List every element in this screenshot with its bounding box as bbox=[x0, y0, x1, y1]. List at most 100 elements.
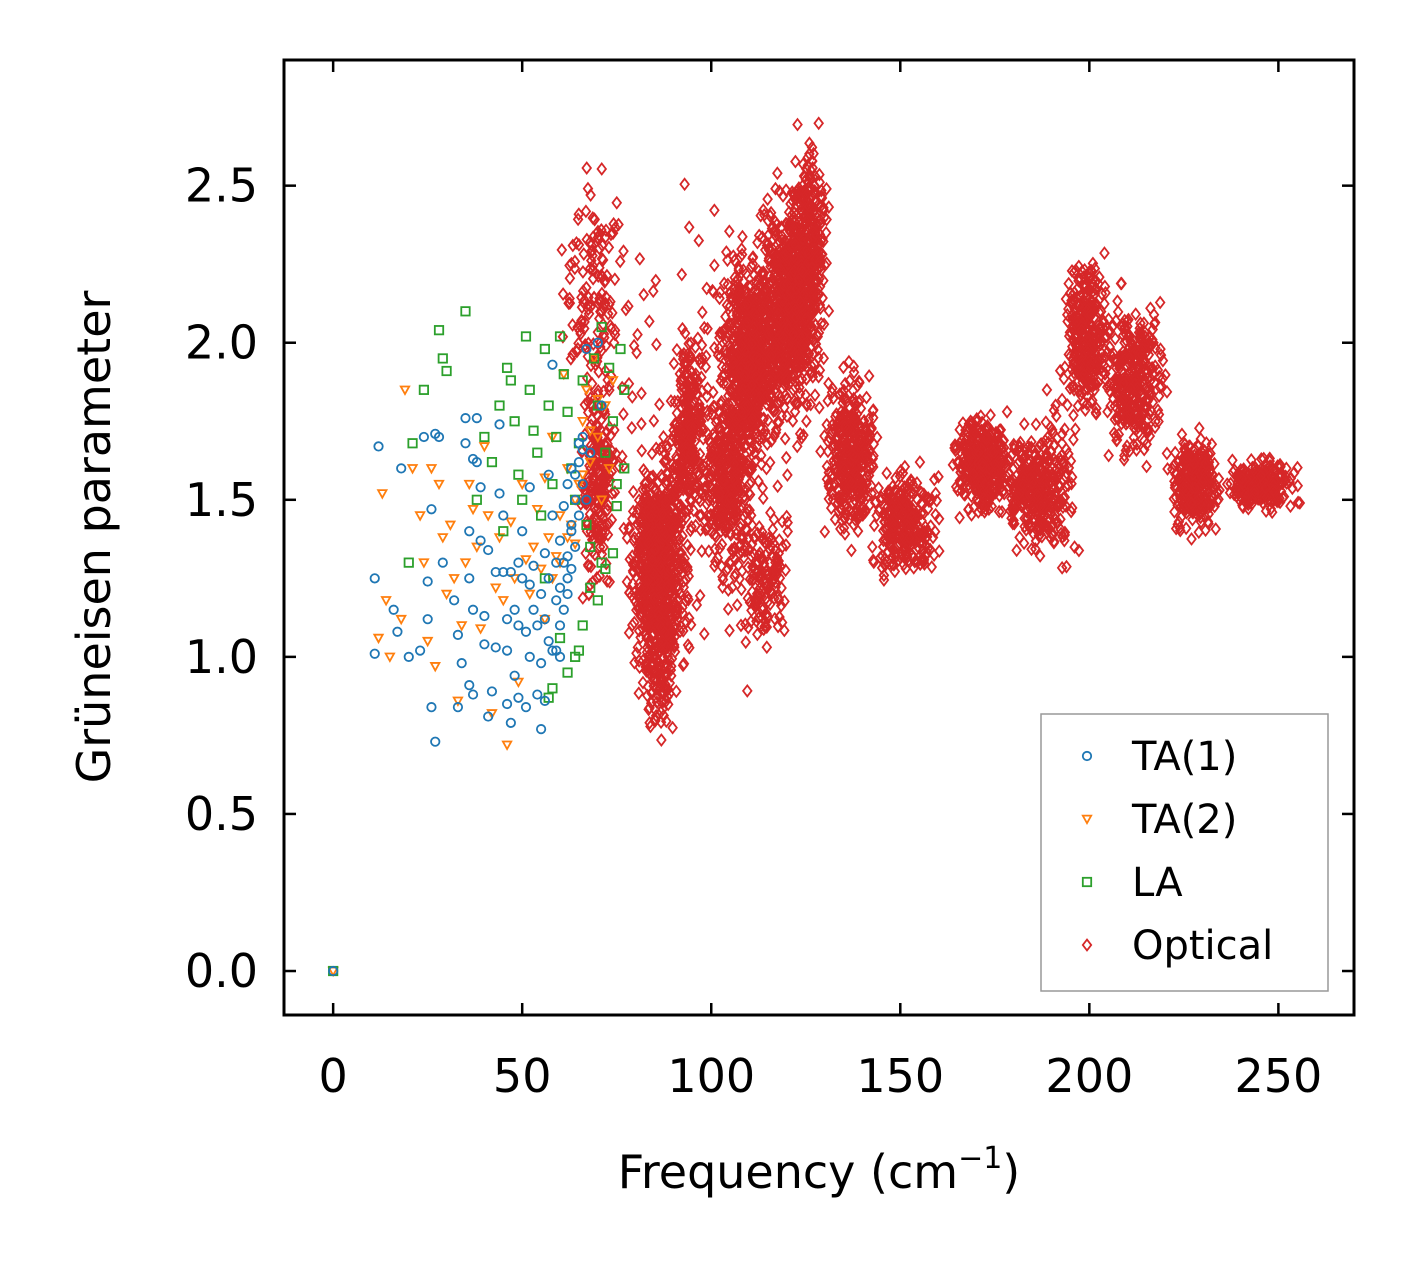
optical-point bbox=[584, 507, 596, 522]
optical-point bbox=[665, 668, 677, 683]
optical-point bbox=[557, 287, 569, 301]
optical-point bbox=[584, 261, 596, 276]
optical-point bbox=[689, 447, 701, 462]
optical-point bbox=[585, 559, 597, 574]
optical-point bbox=[667, 720, 678, 735]
optical-point bbox=[674, 532, 685, 546]
optical-point bbox=[670, 484, 682, 499]
optical-point bbox=[658, 429, 669, 444]
optical-point bbox=[687, 442, 698, 457]
optical-point bbox=[600, 556, 612, 571]
optical-point bbox=[618, 244, 629, 259]
optical-point bbox=[654, 560, 666, 575]
optical-point bbox=[675, 498, 687, 513]
optical-point bbox=[646, 446, 658, 461]
optical-point bbox=[656, 733, 667, 747]
optical-point bbox=[1068, 432, 1079, 447]
optical-point bbox=[627, 512, 638, 526]
optical-point bbox=[740, 635, 752, 650]
optical-point bbox=[686, 519, 697, 534]
optical-point bbox=[645, 696, 657, 711]
optical-point bbox=[573, 207, 585, 222]
optical-point bbox=[671, 479, 683, 494]
optical-point bbox=[649, 482, 661, 497]
optical-point bbox=[682, 638, 694, 652]
optical-point bbox=[846, 543, 857, 558]
optical-point bbox=[593, 241, 605, 256]
optical-point bbox=[679, 357, 691, 372]
optical-point bbox=[569, 254, 581, 269]
optical-point bbox=[660, 666, 672, 681]
optical-point bbox=[772, 166, 783, 181]
optical-point bbox=[605, 227, 617, 242]
optical-point bbox=[653, 609, 665, 624]
optical-point bbox=[823, 304, 835, 318]
optical-point bbox=[669, 555, 680, 570]
optical-point bbox=[582, 557, 594, 572]
optical-point bbox=[564, 291, 575, 306]
optical-point bbox=[596, 547, 608, 562]
optical-point bbox=[613, 217, 624, 232]
optical-point bbox=[692, 374, 704, 389]
optical-point bbox=[672, 592, 684, 607]
optical-point bbox=[618, 521, 630, 536]
optical-point bbox=[683, 409, 695, 424]
optical-point bbox=[583, 290, 594, 305]
optical-point bbox=[764, 455, 776, 470]
optical-point bbox=[641, 640, 653, 655]
optical-point bbox=[695, 414, 707, 429]
optical-point bbox=[583, 336, 594, 351]
optical-point bbox=[581, 161, 593, 175]
optical-point bbox=[663, 528, 674, 543]
optical-point bbox=[611, 195, 623, 210]
optical-point bbox=[790, 154, 801, 169]
optical-point bbox=[985, 408, 996, 423]
optical-point bbox=[658, 658, 670, 673]
optical-point bbox=[642, 615, 654, 630]
optical-point bbox=[579, 397, 591, 412]
optical-point bbox=[780, 450, 792, 465]
optical-point bbox=[629, 530, 640, 545]
optical-point bbox=[592, 419, 604, 434]
optical-point bbox=[571, 344, 583, 359]
optical-point bbox=[694, 485, 706, 500]
optical-point bbox=[633, 686, 645, 701]
optical-point bbox=[1018, 536, 1030, 551]
optical-point bbox=[683, 336, 695, 351]
optical-point bbox=[633, 540, 645, 555]
optical-point bbox=[620, 302, 632, 317]
optical-point bbox=[600, 223, 612, 238]
optical-point bbox=[682, 392, 694, 407]
optical-point bbox=[604, 574, 616, 589]
optical-point bbox=[813, 116, 825, 131]
optical-point bbox=[567, 238, 579, 253]
optical-point bbox=[664, 604, 676, 619]
optical-point bbox=[665, 663, 677, 678]
optical-point bbox=[591, 570, 603, 585]
optical-point bbox=[737, 229, 748, 244]
optical-point bbox=[657, 620, 669, 635]
data-markers bbox=[327, 116, 1306, 978]
optical-point bbox=[575, 319, 586, 334]
optical-point bbox=[630, 553, 642, 568]
optical-point bbox=[657, 532, 668, 546]
optical-point bbox=[655, 686, 667, 700]
optical-point bbox=[600, 524, 611, 539]
optical-point bbox=[564, 271, 576, 286]
optical-point bbox=[594, 304, 606, 319]
optical-point bbox=[685, 523, 696, 538]
optical-point bbox=[680, 504, 692, 519]
optical-point bbox=[819, 524, 831, 539]
optical-point bbox=[668, 619, 680, 634]
optical-point bbox=[594, 569, 606, 583]
optical-point bbox=[633, 493, 645, 508]
optical-point bbox=[605, 294, 616, 309]
optical-point bbox=[736, 582, 747, 597]
optical-point bbox=[657, 702, 668, 717]
optical-point bbox=[587, 271, 599, 286]
optical-point bbox=[580, 204, 592, 219]
optical-point bbox=[598, 327, 610, 341]
optical-point bbox=[933, 544, 945, 559]
